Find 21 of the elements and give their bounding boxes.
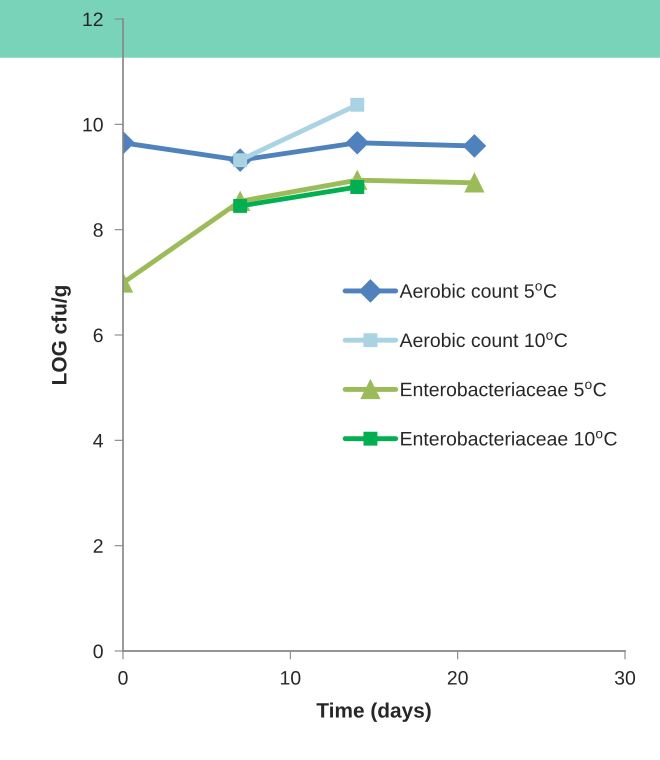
- legend-label: Aerobic count 10$^{o}$C: [400, 332, 568, 348]
- y-tick-label: 8: [94, 223, 103, 237]
- point: [346, 131, 369, 154]
- y-tick-label: 4: [93, 434, 103, 448]
- legend-label: Enterobacteriaceae 5$^{o}$C: [401, 382, 606, 396]
- y-tick-label: 0: [94, 644, 103, 658]
- legend-label: Aerobic count 5$^{o}$C: [400, 283, 556, 298]
- legend-label: Enterobacteriaceae 10$^{o}$C: [401, 430, 617, 446]
- y-tick-label: 2: [94, 539, 103, 553]
- x-axis-title: Time (days): [316, 702, 431, 722]
- y-tick-label: 12: [83, 12, 103, 26]
- x-tick-label: 10: [281, 670, 300, 685]
- y-axis-title: LOG cfu/g: [51, 286, 71, 384]
- x-tick-label: 20: [448, 670, 468, 685]
- y-tick-label: 10: [83, 118, 103, 132]
- x-tick-label: 30: [614, 670, 636, 685]
- y-tick-label: 6: [94, 328, 103, 342]
- point: [350, 98, 364, 112]
- x-tick-label: 0: [118, 670, 128, 685]
- point: [462, 134, 486, 158]
- point: [464, 173, 484, 193]
